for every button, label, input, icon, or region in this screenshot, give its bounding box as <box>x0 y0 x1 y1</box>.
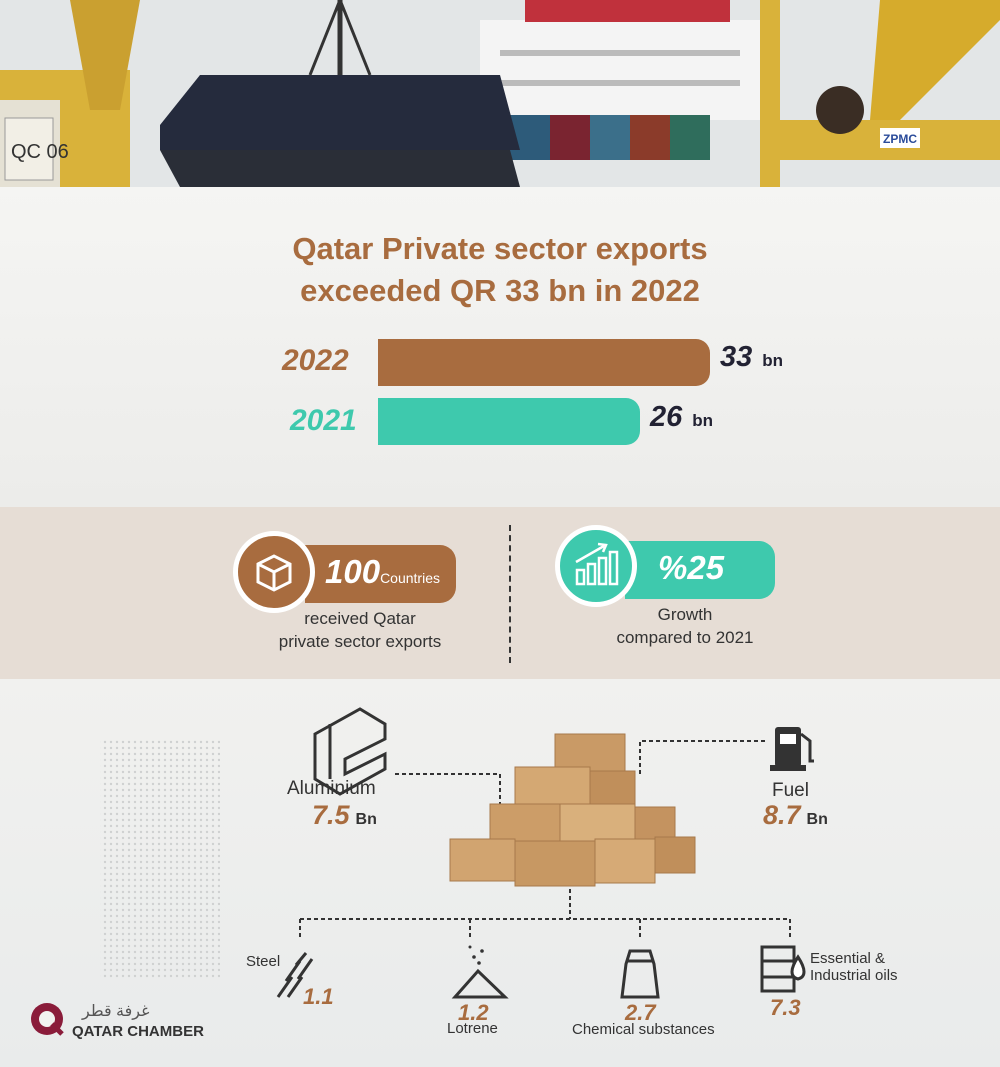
box-icon <box>233 531 315 613</box>
chemical-label: Chemical substances <box>572 1021 715 1038</box>
port-photo: QC 06 ZPMC <box>0 0 1000 187</box>
growth-chart-icon <box>555 525 637 607</box>
growth-value: %25 <box>658 549 725 586</box>
data-label-2022-unit: bn <box>762 351 784 370</box>
chemical-value: 2.7 <box>625 1000 656 1025</box>
data-label-2021-value: 26 <box>650 401 683 433</box>
oil-barrel-icon <box>760 945 806 993</box>
oils-value: 7.3 <box>770 995 801 1020</box>
lotrene-icon <box>451 945 509 999</box>
chart-title-line1: Qatar Private sector exports <box>292 231 708 266</box>
fuel-value-number: 8.7 <box>763 800 801 830</box>
growth-caption-line2: compared to 2021 <box>616 628 754 647</box>
aluminium-label: Aluminium <box>287 778 376 799</box>
countries-caption-line2: private sector exports <box>278 632 442 651</box>
data-label-2021: 26 bn <box>650 401 713 434</box>
countries-caption: received Qatar private sector exports <box>255 607 465 653</box>
fuel-value: 8.7 Bn <box>763 800 828 831</box>
oils-label-line2: Industrial oils <box>810 967 898 984</box>
crane-label: QC 06 <box>11 141 69 163</box>
aluminium-value-number: 7.5 <box>312 800 350 830</box>
bar-2022 <box>378 339 710 386</box>
qatar-chamber-logo <box>28 1000 66 1038</box>
brand-label: ZPMC <box>883 132 917 146</box>
fuel-icon <box>770 727 814 771</box>
growth-pill <box>625 541 775 599</box>
tick-label-2022: 2022 <box>282 344 349 377</box>
growth-caption: Growth compared to 2021 <box>590 603 780 649</box>
data-label-2022-value: 33 <box>720 341 753 373</box>
products-diagram <box>100 707 814 999</box>
steel-icon <box>276 952 314 998</box>
steel-label: Steel <box>246 953 281 970</box>
countries-value: 100 <box>325 553 381 590</box>
logo-english: QATAR CHAMBER <box>72 1023 204 1040</box>
logo-arabic: غرفة قطر <box>82 1003 150 1020</box>
growth-caption-line1: Growth <box>657 605 713 624</box>
chart-title: Qatar Private sector exports exceeded QR… <box>0 228 1000 312</box>
map-dots-decoration <box>100 739 220 979</box>
chemical-sack-icon <box>620 949 660 999</box>
countries-unit: Countries <box>380 570 440 586</box>
chart-title-line2: exceeded QR 33 bn in 2022 <box>300 273 700 308</box>
fuel-label: Fuel <box>772 780 809 801</box>
aluminium-value-unit: Bn <box>355 811 377 828</box>
stats-band <box>0 507 1000 679</box>
countries-pill <box>305 545 456 603</box>
oils-label: Essential & Industrial oils <box>810 950 898 984</box>
aluminium-icon <box>313 707 387 796</box>
lotrene-value: 1.2 <box>458 1000 489 1025</box>
tick-label-2021: 2021 <box>290 404 357 437</box>
countries-caption-line1: received Qatar <box>304 609 416 628</box>
countries-stat: 100Countries <box>325 553 440 591</box>
boxes-illustration <box>449 733 696 887</box>
aluminium-value: 7.5 Bn <box>312 800 377 831</box>
stats-divider <box>509 525 511 663</box>
fuel-value-unit: Bn <box>806 811 828 828</box>
data-label-2021-unit: bn <box>692 411 714 430</box>
bar-2021 <box>378 398 640 445</box>
lotrene-label: Lotrene <box>447 1020 498 1037</box>
oils-label-line1: Essential & <box>810 950 886 967</box>
steel-value: 1.1 <box>303 984 334 1009</box>
data-label-2022: 33 bn <box>720 341 783 374</box>
